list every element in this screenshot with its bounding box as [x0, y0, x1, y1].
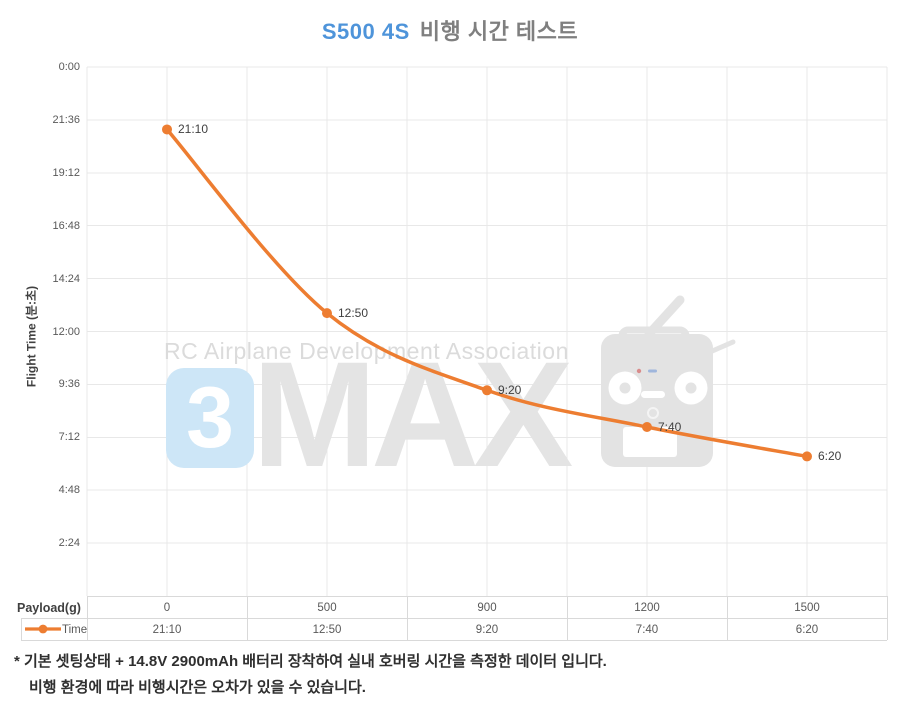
table-row-divider	[21, 618, 887, 619]
footnote-line-1: * 기본 셋팅상태 + 14.8V 2900mAh 배터리 장착하여 실내 호버…	[14, 653, 607, 670]
data-point-label: 12:50	[338, 306, 369, 321]
table-top-border	[87, 596, 887, 597]
series-name-label: Time	[62, 624, 88, 636]
time-value-cell: 9:20	[475, 624, 499, 636]
chart-title: S500 4S 비행 시간 테스트	[0, 14, 900, 46]
time-value-cell: 7:40	[635, 624, 659, 636]
data-point-marker	[802, 451, 812, 462]
y-axis-tick-label: 9:36	[58, 378, 80, 391]
chart-title-model: S500 4S	[321, 19, 410, 44]
data-point-marker	[482, 385, 492, 396]
y-axis-tick-label: 0:00	[58, 61, 80, 73]
payload-value-cell: 500	[317, 602, 337, 614]
payload-value-cell: 0	[163, 602, 171, 614]
y-axis-tick-label: 4:48	[58, 484, 80, 497]
chart-title-text: 비행 시간 테스트	[419, 19, 579, 44]
y-axis-tick-label: 19:12	[52, 166, 80, 179]
y-axis-tick-label: 2:24	[58, 537, 80, 550]
table-column-border	[407, 596, 408, 640]
time-value-cell: 12:50	[312, 624, 342, 636]
payload-value-cell: 1500	[794, 602, 820, 614]
payload-header-cell: Payload(g)	[17, 601, 81, 615]
time-value-cell: 6:20	[795, 624, 819, 636]
data-point-label: 9:20	[498, 383, 522, 398]
y-axis-tick-label: 21:36	[52, 113, 80, 126]
data-point-label: 6:20	[818, 449, 842, 464]
time-value-cell: 21:10	[152, 624, 182, 636]
y-axis-tick-label: 7:12	[58, 431, 80, 444]
table-column-border	[727, 596, 728, 640]
table-legend-left-border	[21, 618, 22, 640]
y-axis-tick-label: 16:48	[52, 219, 80, 232]
y-axis-tick-label: 14:24	[52, 272, 80, 285]
table-column-border	[247, 596, 248, 640]
data-point-label: 21:10	[178, 122, 209, 137]
table-column-border	[887, 596, 888, 640]
payload-value-cell: 1200	[634, 602, 660, 614]
data-point-marker	[162, 124, 172, 135]
table-column-border	[87, 596, 88, 640]
table-bottom-border	[21, 640, 887, 641]
footnote-line-2: 비행 환경에 따라 비행시간은 오차가 있을 수 있습니다.	[29, 679, 366, 696]
legend-key-icon	[25, 624, 61, 634]
data-point-marker	[322, 308, 332, 319]
data-point-label: 7:40	[658, 420, 682, 434]
y-axis-tick-label: 12:00	[52, 325, 80, 338]
table-column-border	[567, 596, 568, 640]
payload-value-cell: 900	[477, 602, 497, 614]
